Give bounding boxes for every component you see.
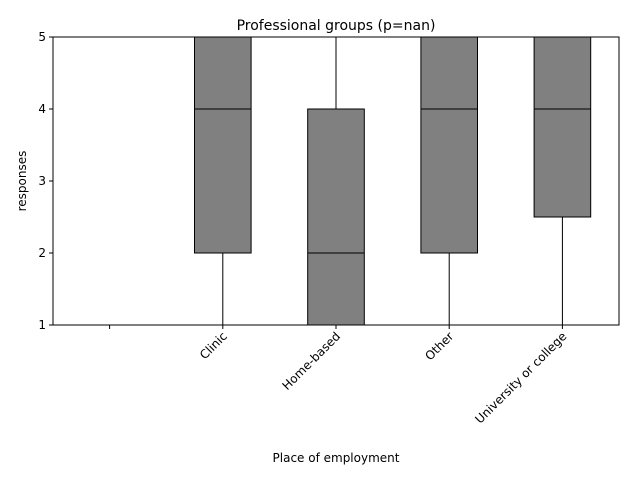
box-group-4 [420, 36, 478, 326]
y-axis-label: responses [15, 151, 29, 212]
y-tick-label: 5 [38, 30, 46, 44]
box-group-5 [533, 36, 592, 326]
y-tick-label: 2 [38, 246, 46, 260]
iqr-box [194, 36, 252, 254]
y-tick-label: 3 [38, 174, 46, 188]
box-group-2 [194, 36, 252, 326]
chart-title: Professional groups (p=nan) [237, 18, 436, 34]
y-tick-label: 4 [38, 102, 46, 116]
y-tick-label: 1 [38, 318, 46, 332]
iqr-box [420, 36, 478, 254]
iqr-box [307, 108, 365, 326]
x-axis-label: Place of employment [273, 451, 400, 465]
iqr-box [533, 36, 592, 218]
